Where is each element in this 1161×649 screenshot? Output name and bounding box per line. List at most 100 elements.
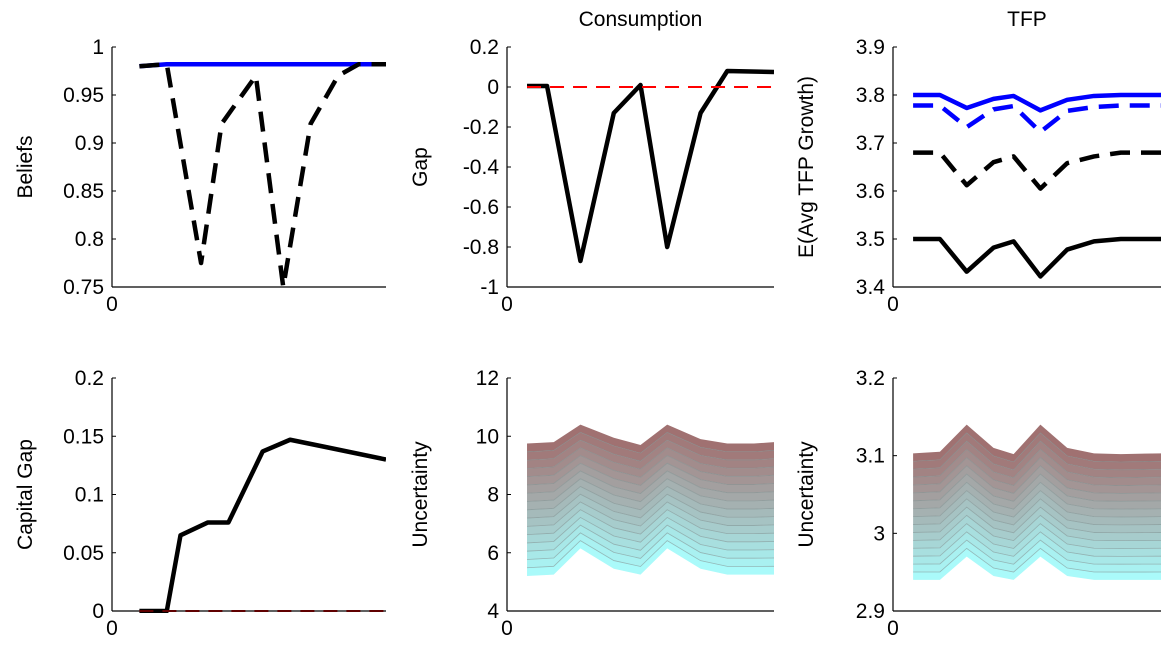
series-line-1 (139, 62, 386, 69)
fan-band-edge (527, 524, 774, 552)
y-tick-label: 3.6 (856, 180, 885, 203)
panel-capital-gap: 0 0.05 0.1 0.15 0.2 0 Capital Gap (14, 367, 386, 640)
fan-band (527, 463, 774, 494)
fan-band-edge (527, 439, 774, 462)
fan-band (527, 501, 774, 535)
y-tick-label: 0.2 (470, 36, 499, 59)
fan-band (527, 478, 774, 510)
fan-band (527, 509, 774, 543)
x-tick-label: 0 (501, 617, 513, 640)
fan-band (527, 440, 774, 470)
fan-band (527, 532, 774, 568)
fan-band-edge (913, 547, 1161, 573)
y-tick-label: 0.75 (63, 276, 104, 299)
y-tick-label: 8 (487, 484, 499, 507)
fan-band (913, 490, 1161, 525)
fan-band-edge (527, 516, 774, 544)
series-line-1 (913, 92, 1161, 113)
fan-band (527, 455, 774, 486)
fan-band-edge (913, 539, 1161, 565)
y-tick-label: 1 (92, 36, 104, 59)
y-tick-label: 0.8 (75, 228, 104, 251)
fan-band (913, 474, 1161, 510)
fan-band (527, 494, 774, 527)
x-tick-label: 0 (106, 617, 118, 640)
y-tick-label: -0.8 (463, 236, 499, 259)
y-axis-label: Capital Gap (14, 439, 37, 550)
fan-band-edge (913, 457, 1161, 487)
chart-title: TFP (1007, 8, 1047, 31)
y-tick-label: 3.8 (856, 84, 885, 107)
fan-band (913, 465, 1161, 502)
y-tick-label: 0.15 (63, 425, 104, 448)
fan-band-edge (913, 448, 1161, 479)
fan-band-edge (527, 532, 774, 560)
fan-band (527, 486, 774, 519)
y-tick-label: 0.9 (75, 132, 104, 155)
fan-band (913, 441, 1161, 478)
plot-area (527, 424, 774, 577)
fan-band-edge (527, 501, 774, 527)
y-tick-label: 3.7 (856, 132, 885, 155)
fan-band-edge (913, 465, 1161, 494)
fan-band-edge (913, 531, 1161, 557)
plot-area (913, 92, 1161, 279)
fan-band-edge (913, 432, 1161, 463)
y-axis-label: Gap (409, 147, 432, 187)
y-tick-label: 6 (487, 542, 499, 565)
fan-band (527, 525, 774, 560)
panel-consumption-uncertainty: 4 6 8 10 12 0 Uncertainty (409, 367, 774, 640)
y-tick-label: 3.9 (856, 36, 885, 59)
fan-band-edge (527, 470, 774, 495)
fan-band (527, 471, 774, 502)
fan-band-edge (913, 440, 1161, 471)
y-tick-label: 0 (92, 600, 104, 623)
plot-area (139, 437, 386, 613)
fan-band (913, 482, 1161, 518)
y-tick-label: 3.1 (856, 445, 885, 468)
y-tick-label: 0.85 (63, 180, 104, 203)
fan-band-edge (913, 523, 1161, 549)
x-tick-label: 0 (887, 293, 899, 316)
fan-band-edge (913, 490, 1161, 518)
y-tick-label: 3.2 (856, 367, 885, 390)
fan-band (913, 498, 1161, 533)
fan-band (913, 507, 1161, 541)
y-tick-label: 0.2 (75, 367, 104, 390)
fan-band (527, 517, 774, 552)
y-tick-label: 4 (487, 600, 499, 623)
y-tick-label: 0.95 (63, 84, 104, 107)
fan-band (913, 457, 1161, 494)
series-line-1 (527, 68, 774, 264)
series-line-1 (139, 437, 386, 613)
fan-band-edge (527, 540, 774, 569)
plot-area (139, 62, 386, 289)
fan-band (527, 447, 774, 478)
fan-band-edge (527, 509, 774, 536)
y-tick-label: 0 (487, 76, 499, 99)
y-tick-label: 3.5 (856, 228, 885, 251)
fan-band (527, 432, 774, 462)
y-tick-label: 3 (873, 522, 885, 545)
y-tick-label: -0.2 (463, 116, 499, 139)
series-line-3 (913, 150, 1161, 191)
series-line-4 (913, 236, 1161, 279)
fan-band-edge (527, 493, 774, 519)
y-tick-label: 3.4 (856, 276, 886, 299)
series-line-2 (139, 62, 386, 289)
fan-band-edge (913, 481, 1161, 510)
fan-band (913, 432, 1161, 470)
fan-band-edge (527, 431, 774, 454)
fan-band-edge (527, 447, 774, 470)
fan-band (527, 424, 774, 454)
fan-band-edge (913, 498, 1161, 526)
y-axis-label: Uncertainty (409, 441, 432, 548)
series-line-2 (913, 103, 1161, 135)
fan-band (913, 531, 1161, 565)
panel-tfp-uncertainty: 2.9 3 3.1 3.2 0 Uncertainty (795, 367, 1161, 640)
y-axis-label: Beliefs (14, 135, 37, 198)
y-axis-label: E(Avg TFP Growth) (795, 76, 818, 258)
fan-band (913, 515, 1161, 549)
fan-band (527, 540, 774, 577)
